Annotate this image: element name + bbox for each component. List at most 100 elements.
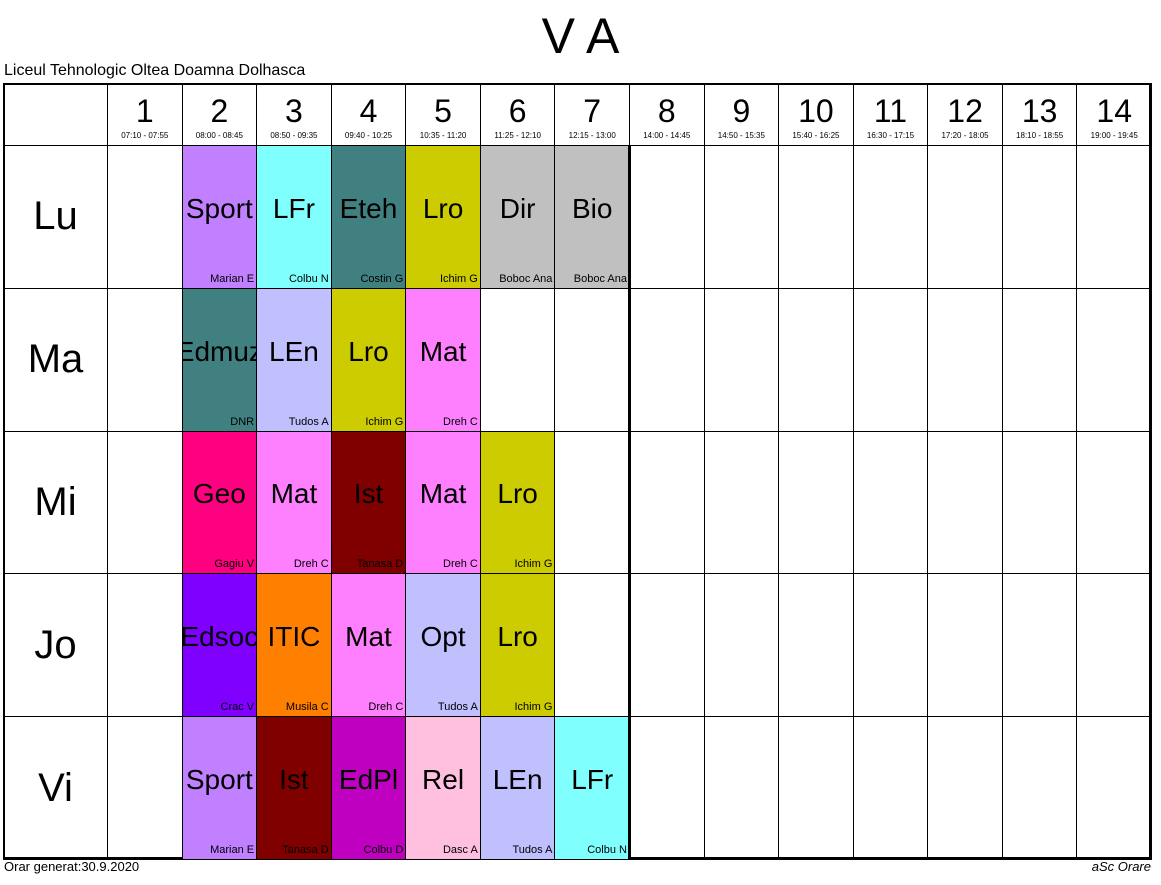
title: V A <box>541 8 620 64</box>
period-header: 6 11:25 - 12:10 <box>479 83 556 146</box>
period-number: 11 <box>873 93 908 129</box>
empty-cell <box>778 287 854 432</box>
period-header: 12 17:20 - 18:05 <box>927 83 1003 146</box>
period-number: 12 <box>947 93 983 129</box>
lesson: Sport Marian E <box>181 716 258 860</box>
empty-cell <box>852 430 929 575</box>
teacher: DNR <box>230 415 255 428</box>
footer-generated: Orar generat:30.9.2020 <box>4 859 140 874</box>
period-header: 10 15:40 - 16:25 <box>778 83 854 146</box>
corner <box>3 83 108 146</box>
period-header: 9 14:50 - 15:35 <box>703 83 780 146</box>
period-time: 15:40 - 16:25 <box>792 131 840 140</box>
period-time: 08:00 - 08:45 <box>195 131 243 140</box>
empty-cell <box>554 287 630 432</box>
empty-cell <box>554 573 630 718</box>
teacher: Boboc Ana <box>573 272 627 285</box>
subject: Edmuz <box>183 335 257 367</box>
day-label: Vi <box>3 716 108 860</box>
empty-cell <box>1076 145 1152 289</box>
period-header: 2 08:00 - 08:45 <box>181 83 258 146</box>
footer-brand: aSc Orare <box>1091 859 1151 874</box>
period-number: 2 <box>210 93 229 129</box>
empty-cell <box>852 716 929 860</box>
empty-cell <box>778 716 854 860</box>
subject: Mat <box>270 478 318 510</box>
empty-cell <box>703 573 780 718</box>
subject: Lro <box>497 478 538 510</box>
teacher: Dasc A <box>442 843 478 856</box>
teacher: Ichim G <box>514 558 553 571</box>
period-number: 14 <box>1096 93 1132 129</box>
divider <box>628 145 631 859</box>
subject: Dir <box>499 192 536 224</box>
lesson: Lro Ichim G <box>405 145 481 289</box>
teacher: Colbu N <box>587 843 627 856</box>
period-time: 07:10 - 07:55 <box>121 131 169 140</box>
period-time: 09:40 - 10:25 <box>344 131 393 140</box>
subject: Edsoc <box>181 621 258 653</box>
subject: Lro <box>348 335 389 367</box>
teacher: Gagiu V <box>214 558 255 571</box>
lesson: ITIC Musila C <box>256 573 332 718</box>
period-header: 7 12:15 - 13:00 <box>554 83 630 146</box>
lesson: Edsoc Crac V <box>181 573 258 718</box>
lesson: Lro Ichim G <box>479 573 556 718</box>
empty-cell <box>852 287 929 432</box>
teacher: Tanasa D <box>282 843 329 856</box>
lesson: LFr Colbu N <box>554 716 630 860</box>
lesson: Edmuz DNR <box>181 287 258 432</box>
empty-cell <box>703 716 780 860</box>
teacher: Costin G <box>360 272 404 285</box>
teacher: Colbu D <box>363 843 404 856</box>
lesson: Mat Dreh C <box>405 287 481 432</box>
empty-cell <box>1001 573 1078 718</box>
period-number: 9 <box>732 93 751 129</box>
teacher: Dreh C <box>443 558 478 571</box>
empty-cell <box>629 430 705 575</box>
teacher: Musila C <box>285 701 329 714</box>
lesson: Ist Tanasa D <box>330 430 407 575</box>
empty-cell <box>703 430 780 575</box>
empty-cell <box>703 145 780 289</box>
teacher: Ichim G <box>514 701 553 714</box>
teacher: Marian E <box>210 272 255 285</box>
period-number: 4 <box>359 93 378 129</box>
period-header: 8 14:00 - 14:45 <box>629 83 705 146</box>
lesson: LEn Tudos A <box>479 716 556 860</box>
lesson: EdPl Colbu D <box>330 716 407 860</box>
period-number: 13 <box>1021 93 1058 129</box>
lesson: Dir Boboc Ana <box>479 145 556 289</box>
lesson: Bio Boboc Ana <box>554 145 630 289</box>
period-header: 3 08:50 - 09:35 <box>256 83 332 146</box>
subject: Opt <box>420 621 466 653</box>
teacher: Ichim G <box>439 272 478 285</box>
day-label: Mi <box>3 430 108 575</box>
period-time: 14:50 - 15:35 <box>717 131 765 140</box>
empty-cell <box>927 573 1003 718</box>
empty-cell <box>927 430 1003 575</box>
subject: Lro <box>422 192 464 224</box>
teacher: Tudos A <box>512 843 553 856</box>
teacher: Ichim G <box>365 415 404 428</box>
empty-cell <box>927 287 1003 432</box>
day-label: Ma <box>3 287 108 432</box>
empty-cell <box>1001 716 1078 860</box>
empty-cell <box>107 573 183 718</box>
empty-cell <box>479 287 556 432</box>
teacher: Colbu N <box>288 272 329 285</box>
period-time: 19:00 - 19:45 <box>1090 131 1138 140</box>
empty-cell <box>629 716 705 860</box>
subject: Geo <box>192 478 246 510</box>
subject: LFr <box>272 192 315 224</box>
subject: ITIC <box>267 621 321 653</box>
empty-cell <box>1076 287 1152 432</box>
period-time: 10:35 - 11:20 <box>419 131 467 140</box>
empty-cell <box>927 145 1003 289</box>
teacher: Marian E <box>210 843 255 856</box>
period-time: 17:20 - 18:05 <box>941 131 989 140</box>
lesson: Rel Dasc A <box>405 716 481 860</box>
period-number: 3 <box>285 93 303 129</box>
period-number: 5 <box>434 93 452 129</box>
lesson: Sport Marian E <box>181 145 258 289</box>
